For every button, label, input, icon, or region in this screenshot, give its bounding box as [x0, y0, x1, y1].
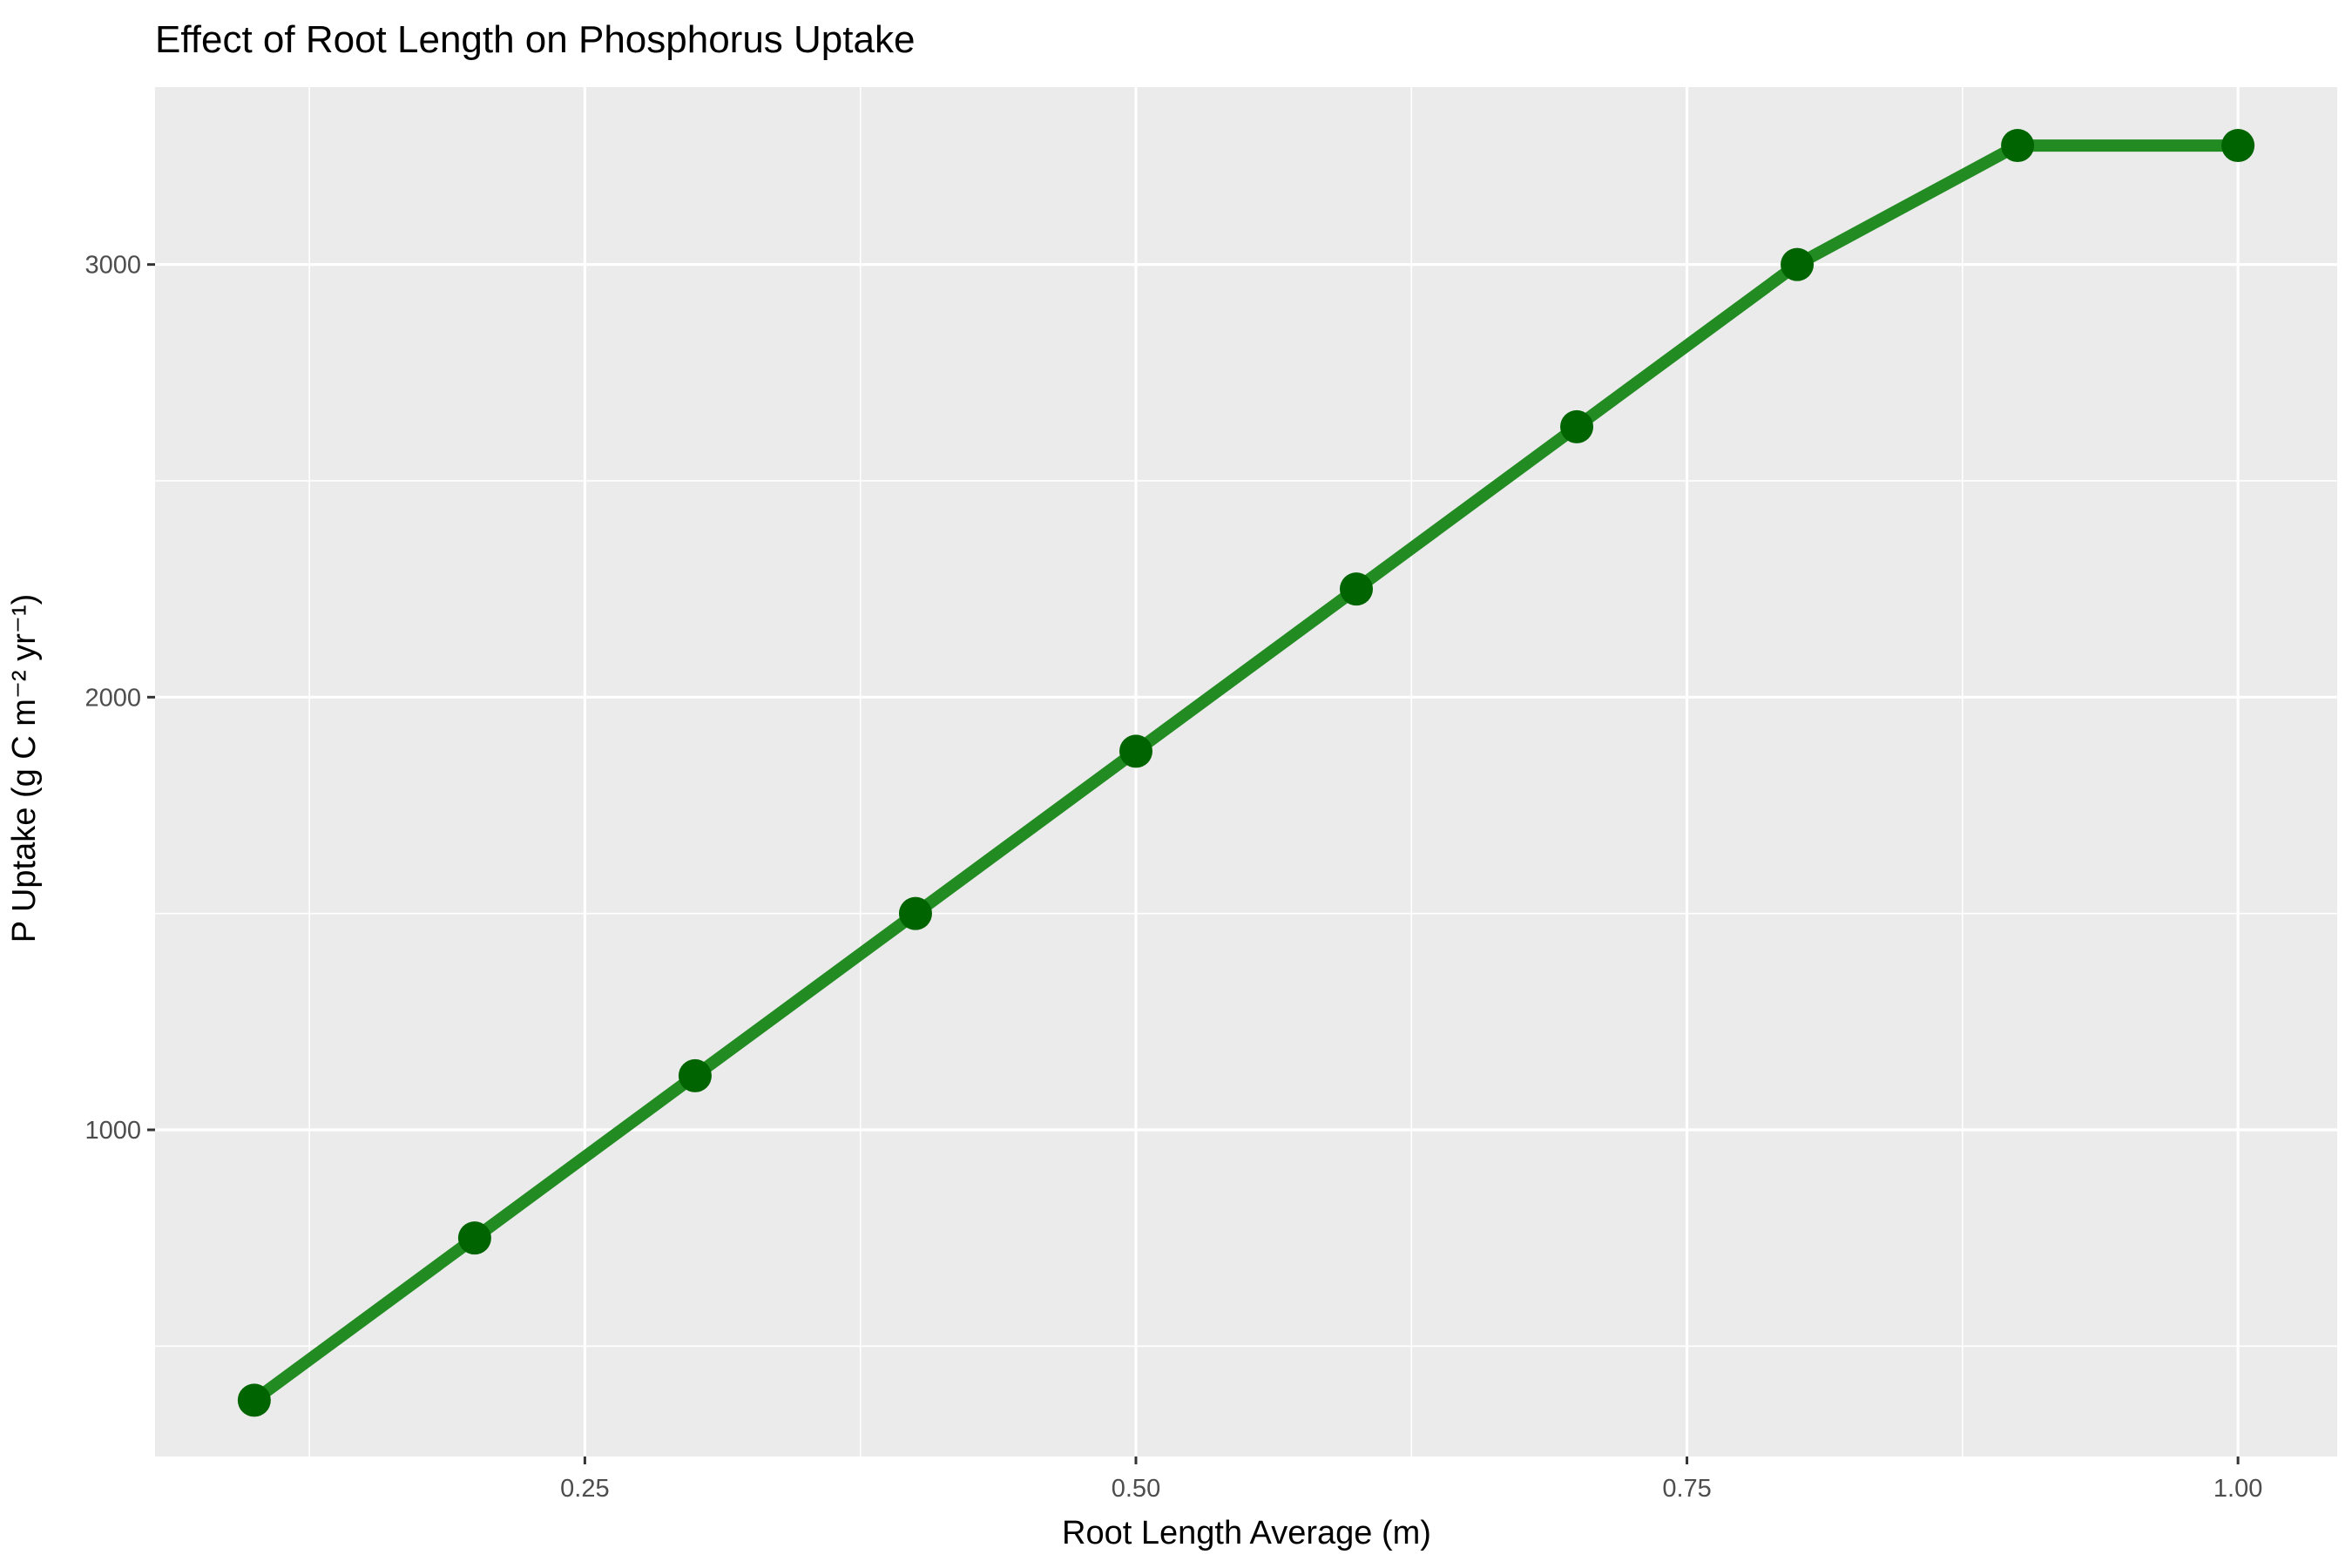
- data-point: [1119, 734, 1152, 768]
- data-point: [898, 896, 932, 930]
- x-tick-label: 0.50: [1112, 1475, 1160, 1503]
- data-point: [1340, 572, 1374, 606]
- x-tick-labels: 0.25 0.50 0.75 1.00: [560, 1475, 2262, 1503]
- y-tick-labels: 1000 2000 3000: [84, 252, 141, 1145]
- grid-major: [155, 87, 2337, 1456]
- data-point: [237, 1383, 271, 1417]
- x-tick-label: 1.00: [2213, 1475, 2262, 1503]
- axis-ticks: [147, 263, 2240, 1464]
- data-point: [1560, 409, 1594, 443]
- data-point: [457, 1221, 491, 1255]
- points-layer: [237, 129, 2255, 1417]
- plot-panel: [155, 87, 2337, 1456]
- y-tick-label: 1000: [84, 1117, 141, 1145]
- x-tick-label: 0.25: [560, 1475, 609, 1503]
- data-point: [678, 1058, 712, 1092]
- data-point: [2221, 129, 2255, 163]
- x-axis-title: Root Length Average (m): [1062, 1515, 1431, 1551]
- chart-title: Effect of Root Length on Phosphorus Upta…: [155, 18, 915, 61]
- y-axis-title: P Uptake (g C m⁻² yr⁻¹): [6, 594, 43, 943]
- series-line: [250, 139, 2239, 1406]
- data-point: [1781, 247, 1815, 281]
- series-layer: [250, 139, 2239, 1406]
- data-point: [2001, 129, 2035, 163]
- grid-minor: [155, 87, 2337, 1456]
- x-tick-label: 0.75: [1662, 1475, 1711, 1503]
- y-tick-label: 3000: [84, 252, 141, 280]
- y-tick-label: 2000: [84, 684, 141, 712]
